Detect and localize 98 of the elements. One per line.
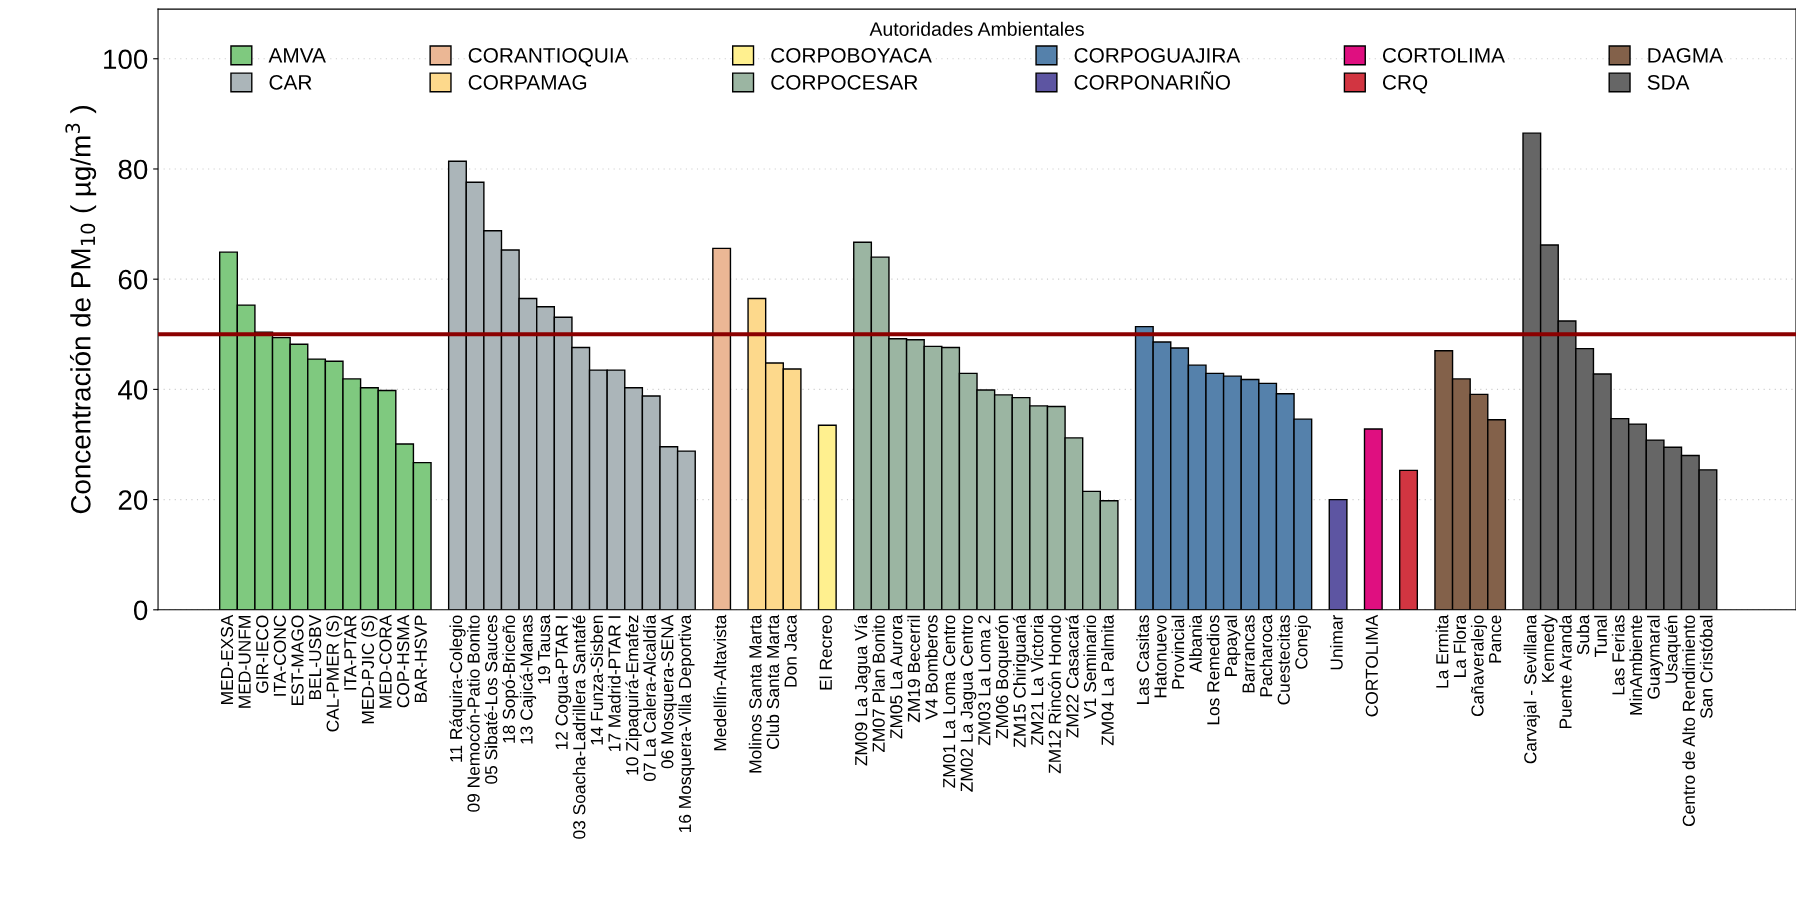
x-tick-label: Cañaveralejo — [1470, 615, 1488, 717]
legend-label: CORPAMAG — [468, 74, 587, 90]
x-tick-label: 13 Cajicá-Manas — [519, 615, 537, 744]
x-tick-label: BEL-USBV — [308, 614, 322, 700]
legend-title: Autoridades Ambientales — [869, 21, 1084, 36]
x-tick-label: Molinos Santa Marta — [748, 614, 762, 773]
x-tick-label: 09 Nemocón-Patio Bonito — [466, 615, 480, 812]
legend-label: CORPOGUAJIRA — [1074, 47, 1241, 63]
legend-label: CAR — [269, 74, 312, 90]
x-tick-label: Don Jaca — [784, 614, 797, 687]
x-tick-label: ZM07 Plan Bonito — [872, 615, 885, 753]
x-tick-label: San Cristóbal — [1699, 615, 1713, 719]
y-tick-label: 60 — [118, 269, 148, 290]
x-tick-label: Hatonuevo — [1154, 615, 1167, 698]
x-tick-label: MinAmbiente — [1629, 615, 1643, 715]
x-tick-label: ZM04 La Palmita — [1101, 614, 1114, 746]
x-tick-label: ZM02 La Jagua Centro — [960, 615, 977, 792]
x-tick-label: Pacharoca — [1259, 614, 1273, 697]
legend-label: CORTOLIMA — [1382, 47, 1505, 63]
x-tick-label: V1 Seminario — [1083, 615, 1097, 719]
x-tick-label: Club Santa Marta — [766, 614, 780, 749]
legend-label: CORPOCESAR — [771, 74, 918, 90]
x-tick-label: ZM22 Casacará — [1065, 614, 1079, 738]
x-tick-label: Papayal — [1224, 615, 1241, 676]
x-tick-label: 18 Sopó-Briceño — [502, 615, 519, 743]
bar — [1328, 498, 1348, 610]
x-tick-label: MED-UNFM — [238, 616, 251, 708]
x-tick-label: Carvajal - Sevillana — [1523, 614, 1540, 764]
x-tick-label: Los Remedios — [1206, 615, 1220, 725]
x-tick-label: ZM09 La Jagua Vía — [854, 614, 871, 766]
x-tick-label: ITA-PTAR — [344, 615, 357, 690]
x-tick-label: 12 Cogua-PTAR I — [555, 616, 572, 750]
x-tick-label: Centro de Alto Rendimiento — [1682, 615, 1695, 827]
x-tick-label: ZM06 Boquerón — [995, 615, 1012, 739]
x-tick-label: V4 Bomberos — [924, 615, 938, 720]
x-tick-label: ZM21 La Victoria — [1030, 614, 1044, 746]
x-tick-label: MED-PJIC (S) — [361, 615, 378, 724]
y-tick-label: 80 — [118, 159, 148, 180]
legend-label: SDA — [1647, 74, 1690, 90]
x-tick-label: Tunal — [1594, 615, 1607, 658]
x-tick-label: 11 Ráquira-Colegio — [449, 615, 466, 762]
x-tick-label: ZM12 Rincón Hondo — [1047, 615, 1061, 774]
x-tick-label: Guaymaral — [1647, 615, 1664, 699]
x-tick-label: MED-CORA — [379, 614, 392, 708]
x-tick-label: Albania — [1189, 614, 1202, 673]
legend-label: AMVA — [268, 48, 326, 63]
x-tick-label: El Recreo — [819, 615, 832, 690]
x-tick-label: GIR-IECO — [256, 615, 269, 693]
x-tick-label: La Ermita — [1435, 614, 1449, 688]
x-tick-label: ZM01 La Loma Centro — [942, 615, 956, 788]
x-tick-label: ITA-CONC — [273, 615, 286, 696]
x-tick-label: CAL-PMER (S) — [326, 615, 343, 732]
bar — [1363, 428, 1383, 610]
x-tick-label: Puente Aranda — [1558, 614, 1572, 729]
x-tick-label: Medellín-Altavista — [713, 614, 727, 751]
x-tick-label: MED-EXSA — [220, 614, 234, 704]
x-tick-label: Barrancas — [1242, 615, 1255, 693]
x-tick-label: 14 Funza-Sisben — [590, 615, 604, 745]
legend-label: DAGMA — [1648, 47, 1724, 63]
x-tick-label: 06 Mosquera-SENA — [661, 614, 677, 769]
x-tick-label: 10 Zipaquirá-Emafez — [625, 615, 642, 775]
legend-label: CRQ — [1382, 74, 1428, 94]
x-tick-label: COP-HSMA — [396, 614, 410, 708]
x-tick-label: Las Casitas — [1136, 615, 1149, 704]
legend-label: CORANTIOQUIA — [468, 47, 629, 67]
bar — [712, 247, 732, 610]
x-tick-label: CORTOLIMA — [1365, 614, 1378, 717]
bar — [817, 424, 837, 610]
y-tick-label: 40 — [118, 380, 148, 400]
x-tick-label: 17 Madrid-PTAR I — [607, 616, 621, 751]
y-tick-label: 0 — [133, 600, 148, 621]
x-tick-label: Provincial — [1171, 615, 1185, 689]
y-axis-title: Concentración de PM$_{10}$ ( µg/m$^{3}$ ) — [65, 106, 97, 514]
x-tick-label: 03 Soacha-Ladrillera Santafé — [572, 615, 586, 839]
x-tick-label: ZM05 La Aurora — [890, 614, 903, 739]
y-tick-label: 100 — [104, 49, 148, 70]
x-tick-label: Conejo — [1294, 615, 1311, 669]
x-tick-label: Suba — [1576, 614, 1590, 655]
x-tick-label: ZM19 Becerril — [907, 615, 921, 723]
y-tick-label: 20 — [118, 490, 148, 510]
x-tick-label: Kennedy — [1541, 614, 1558, 682]
x-tick-label: EST-MAGO — [291, 615, 304, 705]
x-tick-label: La Flora — [1453, 614, 1467, 677]
x-tick-label: ZM03 La Loma 2 — [978, 615, 991, 746]
x-tick-label: ZM15 Chiriguaná — [1012, 614, 1030, 748]
x-tick-label: Pance — [1489, 615, 1502, 663]
x-tick-label: Usaquén — [1664, 615, 1681, 683]
legend-label: CORPOBOYACA — [771, 47, 932, 63]
x-tick-label: Las Ferias — [1611, 615, 1625, 695]
legend-label: CORPONARIÑO — [1074, 71, 1230, 90]
x-tick-label: 07 La Calera-Alcaldía — [642, 614, 656, 781]
x-tick-label: Cuestecitas — [1277, 615, 1290, 705]
x-tick-label: Unimar — [1329, 614, 1343, 670]
bar — [1399, 469, 1419, 610]
x-tick-label: 05 Sibaté-Los Sauces — [484, 615, 498, 784]
x-tick-label: 16 Mosquera-Villa Deportiva — [678, 614, 695, 833]
x-tick-label: BAR-HSVP — [414, 615, 427, 702]
x-tick-label: 19 Tausa — [537, 614, 551, 684]
